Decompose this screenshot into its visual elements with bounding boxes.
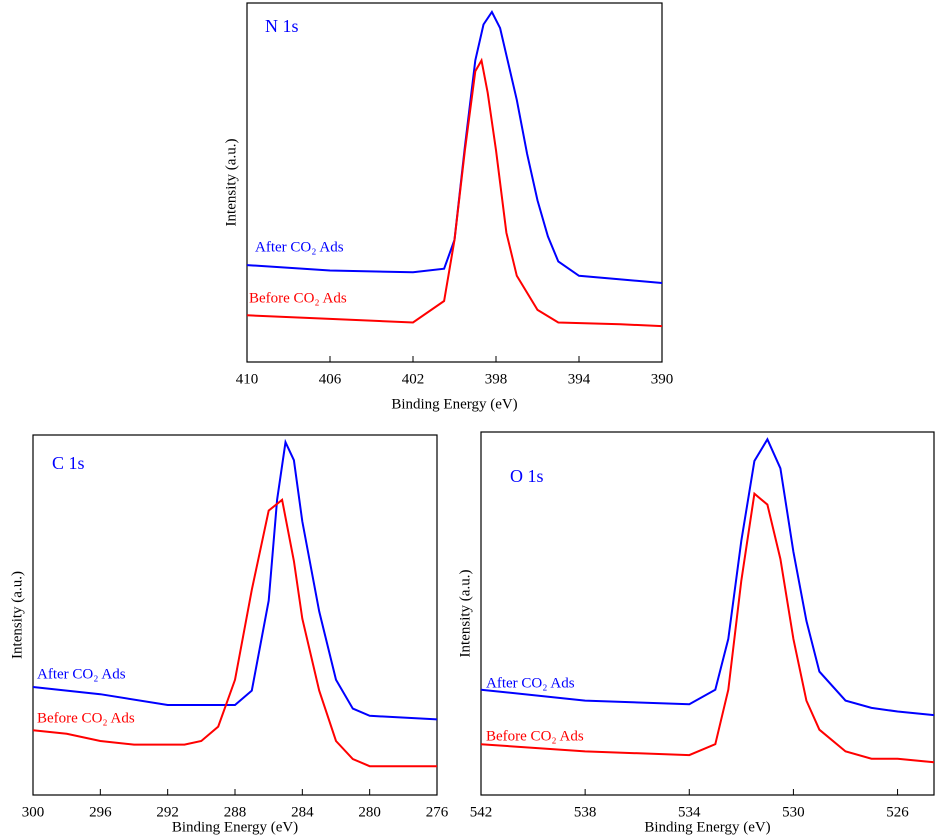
plot-frame: [32, 434, 438, 796]
spectrum-line: [480, 437, 935, 717]
x-axis-label: Binding Energy (eV): [644, 819, 770, 835]
series-label: Before CO₂ Ads: [486, 728, 584, 744]
spectrum-line: [246, 57, 663, 328]
x-tick-label: 534: [678, 804, 701, 820]
plot-frame: [480, 431, 935, 796]
y-axis-label: Intensity (a.u.): [457, 570, 473, 658]
x-tick-label: 410: [236, 371, 259, 387]
x-axis-label: Binding Energy (eV): [391, 396, 517, 412]
x-tick-label: 394: [568, 371, 591, 387]
panel-title: C 1s: [52, 453, 85, 473]
x-tick-label: 280: [358, 804, 381, 820]
x-tick-label: 296: [89, 804, 112, 820]
y-axis-label: Intensity (a.u.): [9, 571, 25, 659]
x-tick-label: 292: [156, 804, 179, 820]
x-tick-label: 300: [22, 804, 45, 820]
y-axis-label: Intensity (a.u.): [223, 139, 239, 227]
series-label: Before CO₂ Ads: [37, 710, 135, 726]
x-tick-label: 406: [319, 371, 342, 387]
x-axis-label: Binding Energy (eV): [172, 819, 298, 835]
x-tick-label: 398: [485, 371, 508, 387]
series-label: Before CO₂ Ads: [249, 290, 347, 306]
spectrum-line: [246, 10, 663, 284]
series-label: After CO₂ Ads: [255, 239, 344, 255]
x-tick-label: 530: [782, 804, 805, 820]
x-tick-label: 288: [224, 804, 247, 820]
series-label: After CO₂ Ads: [486, 675, 575, 691]
x-tick-label: 526: [886, 804, 909, 820]
x-tick-label: 276: [426, 804, 449, 820]
plot-frame: [246, 2, 663, 363]
series-label: After CO₂ Ads: [37, 666, 126, 682]
x-tick-label: 538: [574, 804, 597, 820]
spectrum-line: [480, 491, 935, 764]
panel-title: O 1s: [510, 466, 544, 486]
panel-title: N 1s: [265, 16, 299, 36]
x-tick-label: 284: [291, 804, 314, 820]
spectrum-line: [32, 438, 438, 721]
x-tick-label: 390: [651, 371, 674, 387]
spectrum-line: [32, 497, 437, 768]
x-tick-label: 402: [402, 371, 425, 387]
x-tick-label: 542: [470, 804, 493, 820]
